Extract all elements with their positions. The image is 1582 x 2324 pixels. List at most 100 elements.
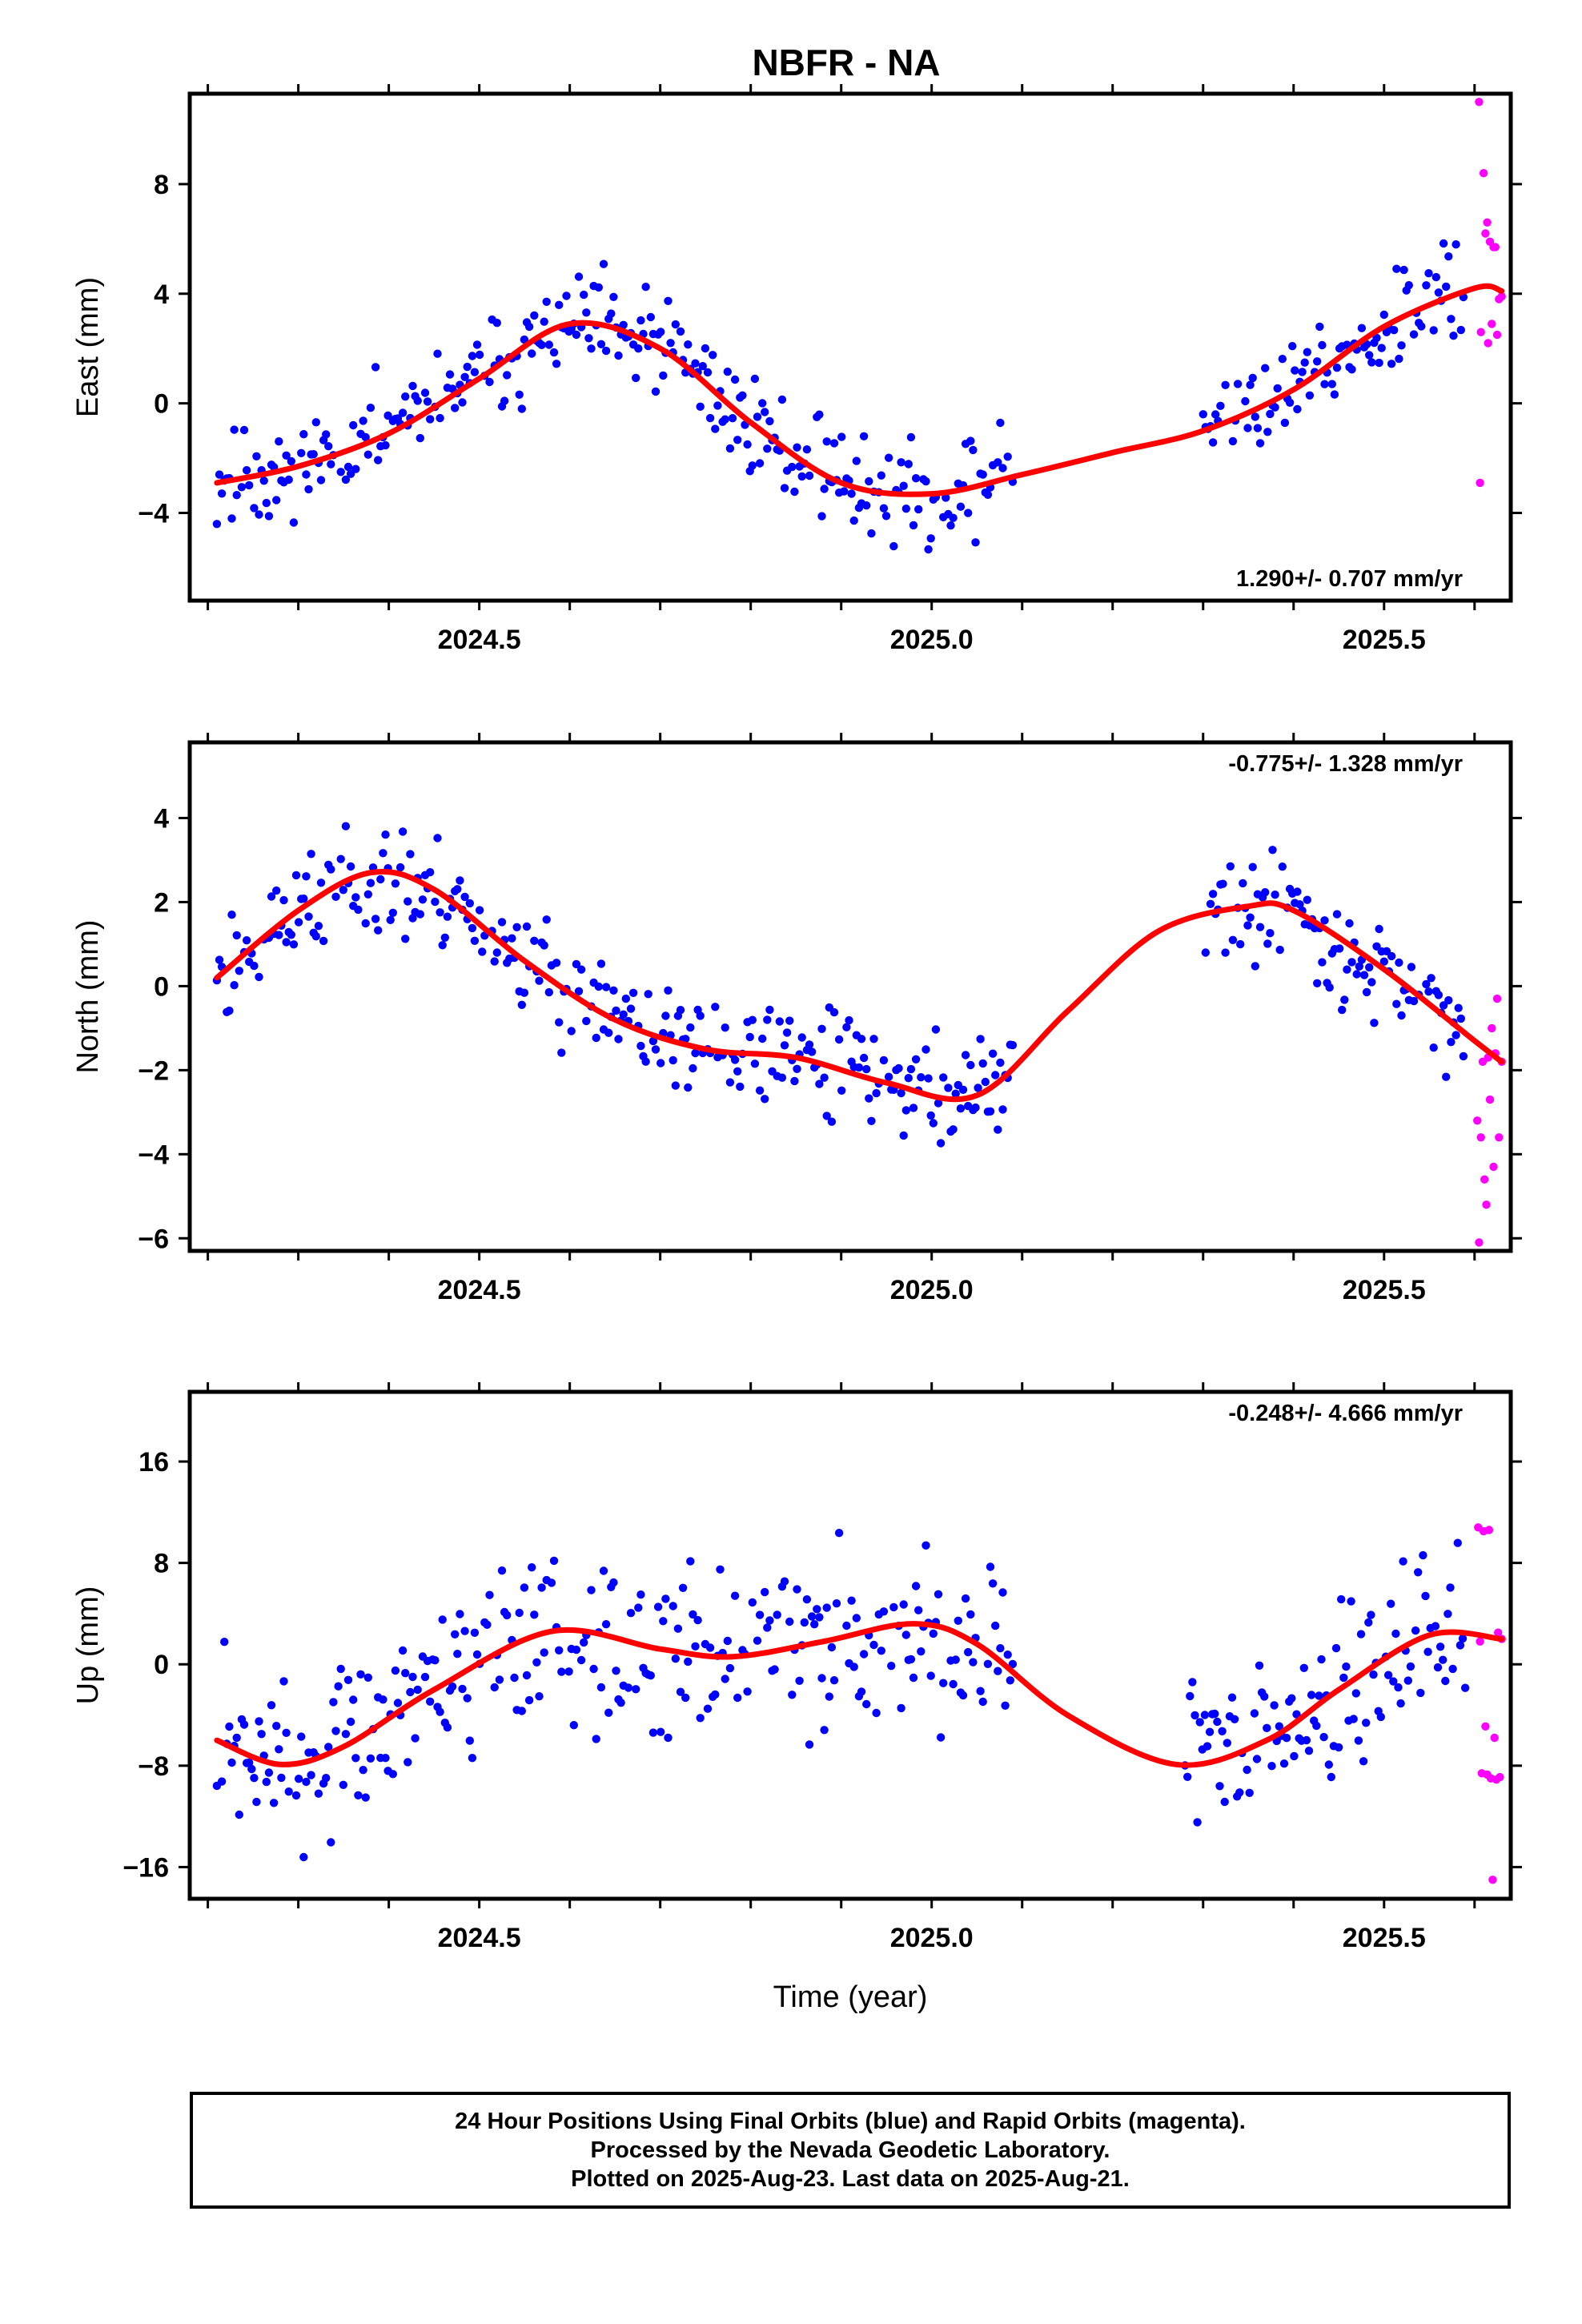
final-orbit-point xyxy=(346,1717,355,1727)
final-orbit-point xyxy=(322,1774,331,1783)
final-orbit-point xyxy=(406,1687,415,1697)
final-orbit-point xyxy=(1448,1664,1457,1674)
final-orbit-point xyxy=(388,1770,397,1779)
final-orbit-point xyxy=(1228,935,1238,945)
final-orbit-point xyxy=(691,359,700,368)
final-orbit-point xyxy=(1288,342,1297,351)
final-orbit-point xyxy=(1243,921,1252,930)
final-orbit-point xyxy=(996,418,1005,428)
final-orbit-point xyxy=(319,936,328,946)
final-orbit-point xyxy=(227,1758,236,1767)
final-orbit-point xyxy=(964,509,973,517)
final-orbit-point xyxy=(956,502,966,511)
final-orbit-point xyxy=(820,485,829,493)
final-orbit-point xyxy=(307,850,315,858)
final-orbit-point xyxy=(242,466,251,475)
y-tick-label: 2 xyxy=(154,887,169,918)
final-orbit-point xyxy=(1379,310,1389,320)
final-orbit-point xyxy=(574,987,584,996)
final-orbit-point xyxy=(1449,332,1458,340)
final-orbit-point xyxy=(1313,979,1322,988)
final-orbit-point xyxy=(1452,1031,1460,1039)
final-orbit-point xyxy=(267,892,276,901)
final-orbit-point xyxy=(311,418,320,427)
caption-box: 24 Hour Positions Using Final Orbits (bl… xyxy=(190,2092,1511,2209)
final-orbit-point xyxy=(363,1673,372,1682)
final-orbit-point xyxy=(810,1620,819,1629)
final-orbit-point xyxy=(971,538,980,547)
final-orbit-point xyxy=(291,870,301,880)
final-orbit-point xyxy=(857,1035,866,1043)
final-orbit-point xyxy=(815,1080,824,1088)
final-orbit-point xyxy=(497,918,507,927)
final-orbit-point xyxy=(847,1596,856,1605)
final-orbit-point xyxy=(433,349,442,358)
final-orbit-point xyxy=(1431,272,1441,282)
final-orbit-point xyxy=(237,483,247,492)
final-orbit-point xyxy=(648,1036,658,1046)
final-orbit-point xyxy=(269,1799,279,1807)
final-orbit-point xyxy=(420,1672,430,1682)
final-orbit-point xyxy=(262,498,271,508)
final-orbit-point xyxy=(1367,1610,1375,1619)
final-orbit-point xyxy=(921,1541,930,1550)
final-orbit-point xyxy=(279,895,288,905)
final-orbit-point xyxy=(991,1071,1000,1080)
final-orbit-point xyxy=(857,1687,866,1696)
final-orbit-point xyxy=(451,404,460,412)
final-orbit-point xyxy=(822,1603,831,1612)
final-orbit-point xyxy=(906,1655,916,1664)
final-orbit-point xyxy=(721,1023,729,1032)
final-orbit-point xyxy=(1390,326,1399,335)
final-orbit-point xyxy=(1332,910,1342,919)
final-orbit-point xyxy=(517,404,526,413)
final-orbit-point xyxy=(1293,404,1302,414)
final-orbit-point xyxy=(974,1084,982,1092)
final-orbit-point xyxy=(969,1658,978,1667)
final-orbit-point xyxy=(636,1590,645,1599)
final-orbit-point xyxy=(797,1033,806,1042)
final-orbit-point xyxy=(743,440,752,449)
final-orbit-point xyxy=(981,1077,990,1087)
final-orbit-point xyxy=(336,854,345,863)
final-orbit-point xyxy=(472,340,482,349)
final-orbit-point xyxy=(721,415,729,424)
final-orbit-point xyxy=(998,1105,1007,1114)
final-orbit-point xyxy=(624,1683,633,1692)
final-orbit-point xyxy=(832,1599,841,1608)
final-orbit-point xyxy=(914,1606,923,1614)
final-orbit-point xyxy=(351,1754,360,1763)
final-orbit-point xyxy=(1275,945,1284,955)
final-orbit-point xyxy=(1239,879,1247,888)
final-orbit-point xyxy=(673,1624,683,1633)
final-orbit-point xyxy=(728,414,737,423)
final-orbit-point xyxy=(991,1621,1000,1630)
final-orbit-point xyxy=(1270,1701,1279,1710)
final-orbit-point xyxy=(651,1045,661,1054)
final-orbit-point xyxy=(619,1010,628,1019)
final-orbit-point xyxy=(988,1049,998,1058)
final-orbit-point xyxy=(1429,1043,1438,1052)
final-orbit-point xyxy=(1251,412,1260,421)
final-orbit-point xyxy=(530,1610,539,1619)
final-orbit-point xyxy=(834,1529,844,1538)
final-orbit-point xyxy=(589,1664,598,1674)
final-orbit-point xyxy=(736,1082,745,1092)
final-orbit-point xyxy=(859,432,869,440)
final-orbit-point xyxy=(748,1598,757,1607)
final-orbit-point xyxy=(1315,322,1324,332)
final-orbit-point xyxy=(1369,1670,1378,1679)
final-orbit-point xyxy=(555,1646,564,1655)
final-orbit-point xyxy=(1357,324,1367,332)
final-orbit-point xyxy=(460,1626,469,1635)
final-orbit-point xyxy=(877,471,886,480)
final-orbit-point xyxy=(275,1745,283,1754)
final-orbit-point xyxy=(1186,1691,1195,1701)
final-orbit-point xyxy=(949,1125,958,1134)
final-orbit-point xyxy=(849,516,858,525)
final-orbit-point xyxy=(763,1015,772,1024)
panel-up: 2024.5 2025.0 2025.5 −16 −8 0 8 16 Up (mm) Time (… xyxy=(71,1382,1522,2014)
final-orbit-point xyxy=(503,371,512,380)
final-orbit-point xyxy=(879,1055,889,1065)
final-orbit-point xyxy=(239,425,249,435)
